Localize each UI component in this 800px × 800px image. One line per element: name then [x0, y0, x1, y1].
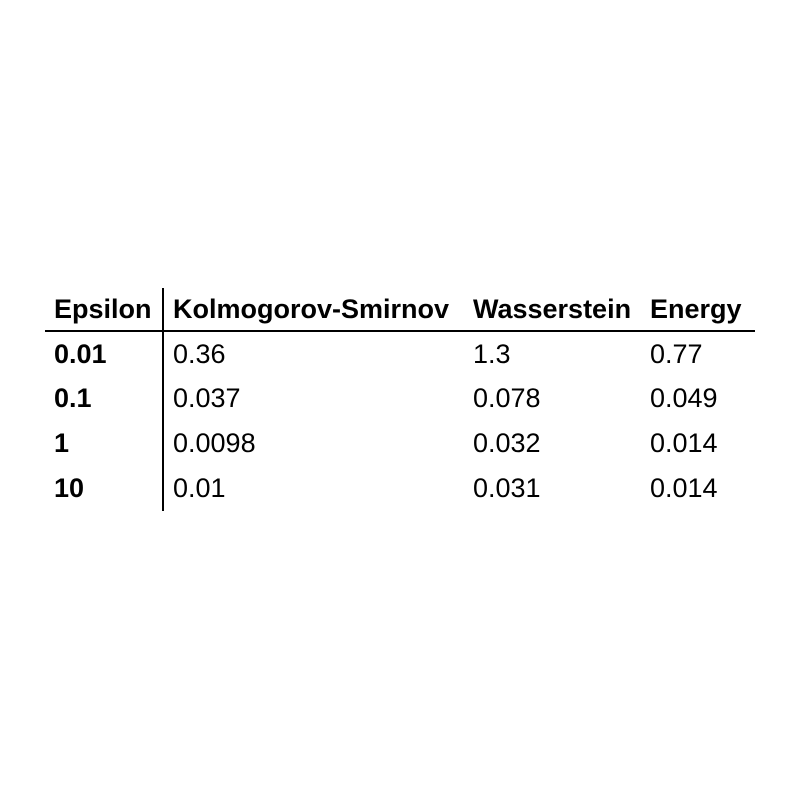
table-cell: 0.037: [173, 383, 241, 413]
table-row: 0.01 0.36 1.3 0.77: [45, 331, 755, 376]
table-cell: 0.049: [650, 383, 718, 413]
table-row: 0.1 0.037 0.078 0.049: [45, 376, 755, 421]
column-header-wasserstein: Wasserstein: [464, 288, 641, 332]
table-cell: 0.014: [650, 428, 718, 458]
table-cell: 0.014: [650, 473, 718, 503]
column-header-epsilon: Epsilon: [45, 288, 164, 332]
header-row: Epsilon Kolmogorov-Smirnov Wasserstein E…: [45, 288, 755, 332]
table-cell: 0.032: [473, 428, 541, 458]
row-header: 0.1: [45, 376, 164, 421]
row-header: 0.01: [45, 331, 164, 376]
column-header-kolmogorov-smirnov: Kolmogorov-Smirnov: [163, 288, 464, 332]
row-header: 1: [45, 421, 164, 466]
table-row: 1 0.0098 0.032 0.014: [45, 421, 755, 466]
table-row: 10 0.01 0.031 0.014: [45, 466, 755, 511]
column-header-energy: Energy: [641, 288, 755, 332]
table-cell: 0.01: [173, 473, 226, 503]
table-cell: 0.031: [473, 473, 541, 503]
table-cell: 0.078: [473, 383, 541, 413]
table-cell: 1.3: [473, 338, 511, 369]
table-cell: 0.77: [650, 338, 703, 369]
metrics-table: Epsilon Kolmogorov-Smirnov Wasserstein E…: [45, 288, 755, 511]
table-cell: 0.0098: [173, 428, 256, 458]
row-header: 10: [45, 466, 164, 511]
table-cell: 0.36: [173, 338, 226, 369]
